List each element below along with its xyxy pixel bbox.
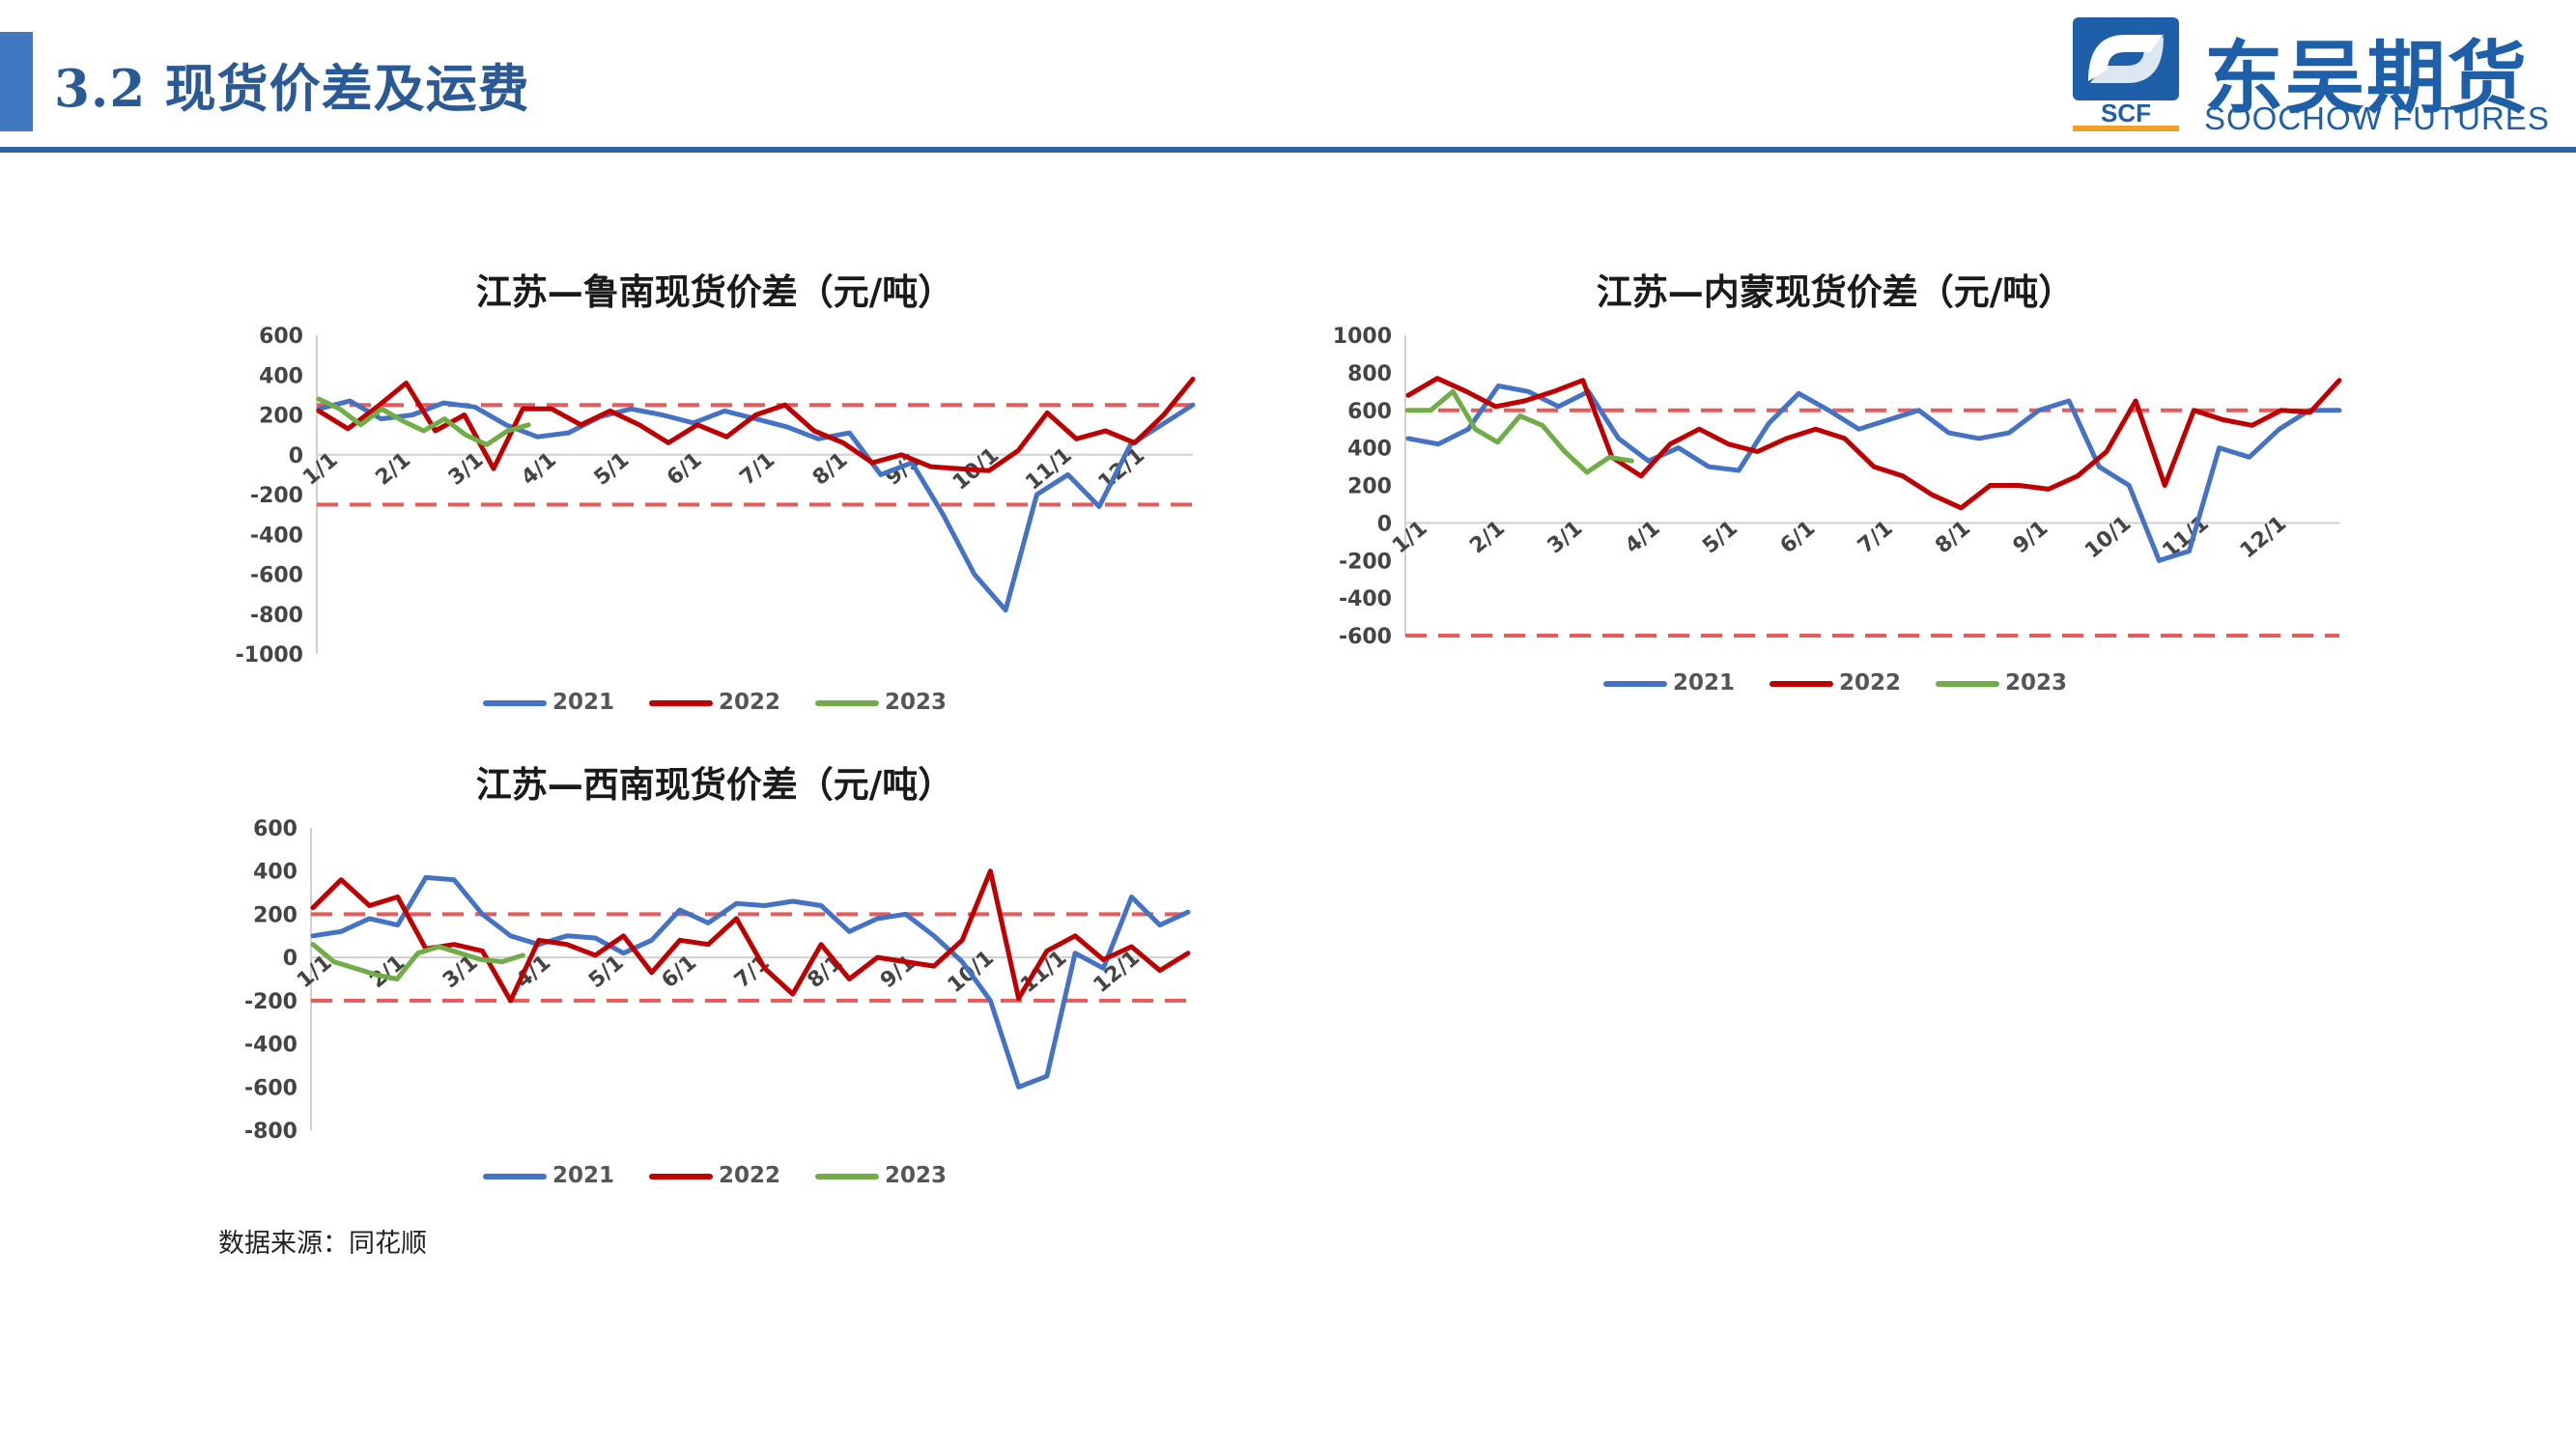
y-tick-label: -200	[250, 484, 303, 508]
chart-jiangsu-neimeng: 江苏—内蒙现货价差（元/吨） 1000 800 600 400 200 0 -200 -400…	[1294, 253, 2376, 717]
legend-swatch	[482, 1173, 547, 1179]
chart-legend: 2021 2022 2023	[212, 1163, 1217, 1188]
x-tick-label: 12/1	[2236, 511, 2291, 563]
chart-jiangsu-lunan: 江苏—鲁南现货价差（元/吨） 600 400 200 0 -200 -400 -600 -80…	[212, 253, 1217, 726]
logo-english-name: SOOCHOW FUTURES	[2204, 100, 2550, 136]
chart-title: 江苏—内蒙现货价差（元/吨）	[1596, 271, 2075, 313]
y-tick-label: -800	[244, 1120, 297, 1144]
y-tick-label: 400	[253, 861, 297, 885]
legend-swatch	[1602, 680, 1667, 687]
y-tick-label: -1000	[236, 643, 303, 668]
legend-swatch	[815, 1173, 880, 1179]
series-line-2022	[310, 868, 1191, 1004]
y-tick-label: 200	[259, 405, 303, 429]
y-tick-label: -600	[244, 1076, 297, 1100]
page-title: 3.2 现货价差及运费	[54, 59, 530, 119]
legend-swatch	[1936, 680, 2000, 687]
series-line-2022	[316, 376, 1196, 473]
y-tick-label: -800	[250, 604, 303, 628]
y-tick-label: 600	[1347, 400, 1392, 424]
legend-item-2022: 2022	[1769, 670, 1901, 696]
series-line-2021	[1405, 384, 2342, 563]
legend-item-2021: 2021	[1602, 670, 1735, 696]
legend-label: 2021	[1672, 670, 1735, 696]
legend-swatch	[648, 1173, 713, 1179]
series-line-2023	[310, 942, 525, 981]
legend-label: 2022	[1838, 670, 1901, 696]
x-tick-label: 11/1	[2158, 511, 2213, 563]
y-tick-label: -400	[250, 524, 303, 548]
y-tick-label: 400	[1347, 438, 1392, 462]
y-tick-label: 0	[1377, 512, 1392, 536]
y-tick-label: -400	[244, 1034, 297, 1058]
series-line-2023	[1405, 388, 1634, 475]
legend-swatch	[648, 699, 713, 706]
header-divider	[0, 147, 2576, 153]
legend-item-2021: 2021	[482, 1163, 614, 1188]
legend-item-2021: 2021	[482, 690, 614, 715]
data-source-note: 数据来源：同花顺	[218, 1229, 427, 1259]
x-tick-label: 10/1	[2081, 511, 2136, 563]
legend-label: 2022	[718, 1163, 780, 1188]
legend-label: 2022	[718, 690, 780, 715]
legend-swatch	[815, 699, 880, 706]
legend-label: 2021	[552, 690, 614, 715]
legend-item-2023: 2023	[815, 1163, 947, 1188]
y-tick-label: 800	[1347, 362, 1392, 386]
x-tick-label: 12/1	[1094, 443, 1149, 496]
legend-swatch	[1769, 680, 1833, 687]
legend-label: 2021	[552, 1163, 614, 1188]
legend-label: 2023	[885, 1163, 948, 1188]
y-tick-label: 400	[259, 364, 303, 388]
legend-label: 2023	[2005, 670, 2068, 696]
legend-item-2023: 2023	[1936, 670, 2067, 696]
logo-chinese-name: 东吴期货	[2204, 33, 2530, 125]
y-tick-label: 0	[289, 444, 303, 469]
y-tick-label: -200	[244, 990, 297, 1014]
legend-label: 2023	[885, 690, 948, 715]
chart-title: 江苏—西南现货价差（元/吨）	[475, 764, 954, 806]
header-accent-bar	[0, 32, 33, 131]
legend-swatch	[482, 699, 547, 706]
legend-item-2022: 2022	[648, 690, 780, 715]
chart-legend: 2021 2022 2023	[1294, 670, 2376, 696]
series-line-2021	[310, 874, 1191, 1090]
y-tick-label: 200	[253, 903, 297, 927]
y-tick-label: 200	[1347, 475, 1392, 499]
logo-mark-text: SCF	[2101, 99, 2151, 128]
y-tick-label: 0	[283, 947, 297, 971]
chart-jiangsu-xinan: 江苏—西南现货价差（元/吨） 600 400 200 0 -200 -400 -600 -80…	[212, 746, 1217, 1200]
chart-legend: 2021 2022 2023	[212, 690, 1217, 715]
series-line-2022	[1405, 376, 2342, 511]
series-line-2023	[316, 396, 531, 447]
y-tick-label: -600	[1339, 625, 1392, 649]
series-line-2021	[316, 398, 1196, 613]
chart-title: 江苏—鲁南现货价差（元/吨）	[475, 271, 954, 313]
y-tick-label: 600	[259, 325, 303, 349]
logo-mark-icon: SCF	[2073, 17, 2179, 131]
y-tick-label: -400	[1339, 587, 1392, 611]
y-tick-label: -600	[250, 564, 303, 588]
brand-logo: SCF 东吴期货 SOOCHOW FUTURES	[2069, 14, 2557, 136]
legend-item-2023: 2023	[815, 690, 947, 715]
y-tick-label: -200	[1339, 550, 1392, 574]
y-tick-label: 1000	[1333, 325, 1392, 349]
y-tick-label: 600	[253, 817, 297, 841]
legend-item-2022: 2022	[648, 1163, 780, 1188]
